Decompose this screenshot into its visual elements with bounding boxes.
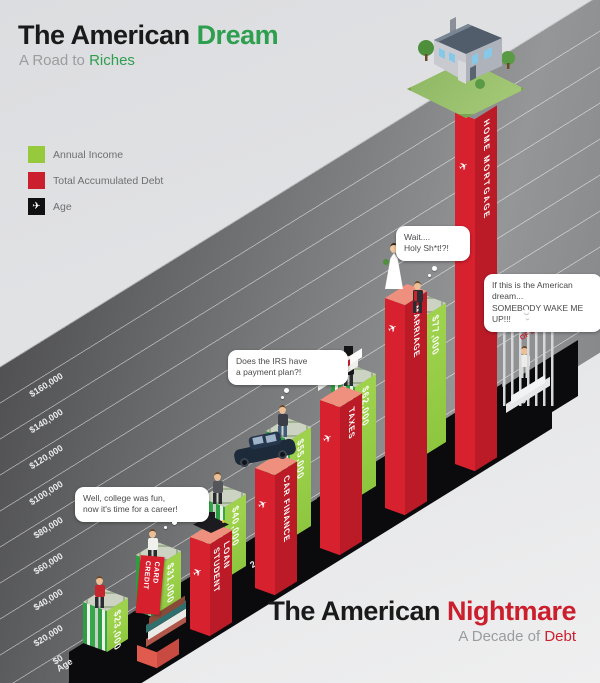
person-legs (278, 426, 287, 437)
thought-dot (284, 388, 289, 393)
title-black: The American (268, 596, 447, 626)
speech-bubble-wake-up: If this is the American dream... SOMEBOD… (484, 274, 600, 332)
person-body (412, 290, 423, 302)
income-value-28: $62,000 (360, 383, 371, 430)
debt-bar-28: MARRIAGE (405, 291, 427, 515)
thought-dot (432, 266, 437, 271)
person-body (277, 414, 288, 426)
debt-bar-24: CAR FINANCE (275, 461, 297, 595)
person-body (147, 538, 158, 550)
top-hat-icon (344, 346, 353, 354)
page-title-nightmare: The American Nightmare (268, 596, 576, 627)
debt-swatch (28, 172, 45, 189)
person-body (94, 585, 105, 597)
person-age-18 (92, 576, 107, 608)
thought-dot (524, 309, 529, 314)
debt-label-18: CREDIT CARD (141, 560, 161, 590)
speech-bubble-holy: Wait.... Holy Sh*t!?! (396, 226, 470, 261)
debt-bar-20-left (190, 537, 210, 637)
bouquet (383, 259, 389, 265)
thought-dot (526, 316, 529, 319)
person-head (214, 472, 221, 481)
credit-card-flag: CREDIT CARD (135, 555, 165, 615)
debt-label-26: TAXES (347, 405, 356, 442)
person-body (212, 481, 223, 493)
title-accent: Nightmare (446, 596, 577, 626)
income-value-20: $31,000 (165, 560, 176, 607)
debt-bar-26: TAXES (340, 393, 362, 555)
page-subtitle-nightmare: A Decade of Debt (458, 628, 576, 645)
speech-bubble-irs: Does the IRS have a payment plan?! (228, 350, 348, 385)
bride-head (390, 243, 398, 253)
debt-bar-26-left (320, 400, 340, 556)
title-black: The American (18, 20, 197, 50)
income-swatch (28, 146, 45, 163)
car-wheel (240, 458, 249, 467)
house-icon (418, 17, 515, 89)
person-legs (413, 302, 422, 313)
income-value-24: $40,000 (230, 503, 241, 550)
tassel (222, 520, 225, 523)
income-value-18: $23,000 (112, 607, 123, 654)
income-bar-29: $77,000 (425, 302, 446, 455)
person-head (279, 405, 286, 414)
debt-label-29: HOME MORTGAGE (482, 117, 491, 223)
person-legs (344, 375, 353, 386)
car-icon (232, 428, 302, 474)
person-legs (213, 493, 222, 504)
debt-bar-24-left (255, 468, 275, 596)
page-title-dream: The American Dream (18, 20, 279, 51)
person-age-29 (410, 281, 425, 313)
person-head (149, 529, 156, 538)
thought-dot (281, 396, 284, 399)
speech-bubble-career: Well, college was fun, now it's time for… (75, 487, 209, 522)
subtitle-accent: Debt (544, 628, 576, 645)
debt-label-24: CAR FINANCE (282, 473, 291, 545)
income-value-29: $77,000 (430, 312, 441, 359)
legend-label: Age (53, 201, 72, 213)
person-head (414, 281, 421, 290)
thought-dot (164, 526, 167, 529)
title-accent: Dream (196, 20, 279, 50)
legend-label: Total Accumulated Debt (53, 175, 164, 187)
debt-label-20: STUDENT LOAN (212, 538, 231, 596)
subtitle-accent: Riches (89, 52, 135, 69)
thought-dot (172, 520, 177, 525)
bride-figure (381, 243, 407, 305)
page-subtitle-dream: A Road to Riches (19, 52, 135, 69)
person-age-26 (275, 405, 290, 437)
age-plane-icon: ✈ (28, 198, 45, 215)
subtitle-gray: A Decade of (458, 628, 545, 645)
graduation-cap-top (208, 512, 215, 519)
person-head (96, 576, 103, 585)
person-age-24 (210, 472, 225, 504)
person-legs (95, 597, 104, 608)
subtitle-gray: A Road to (19, 52, 90, 69)
car-wheel (278, 450, 287, 459)
legend-label: Annual Income (53, 149, 124, 161)
thought-dot (428, 274, 431, 277)
debt-bar-20: STUDENT LOAN (210, 530, 232, 636)
